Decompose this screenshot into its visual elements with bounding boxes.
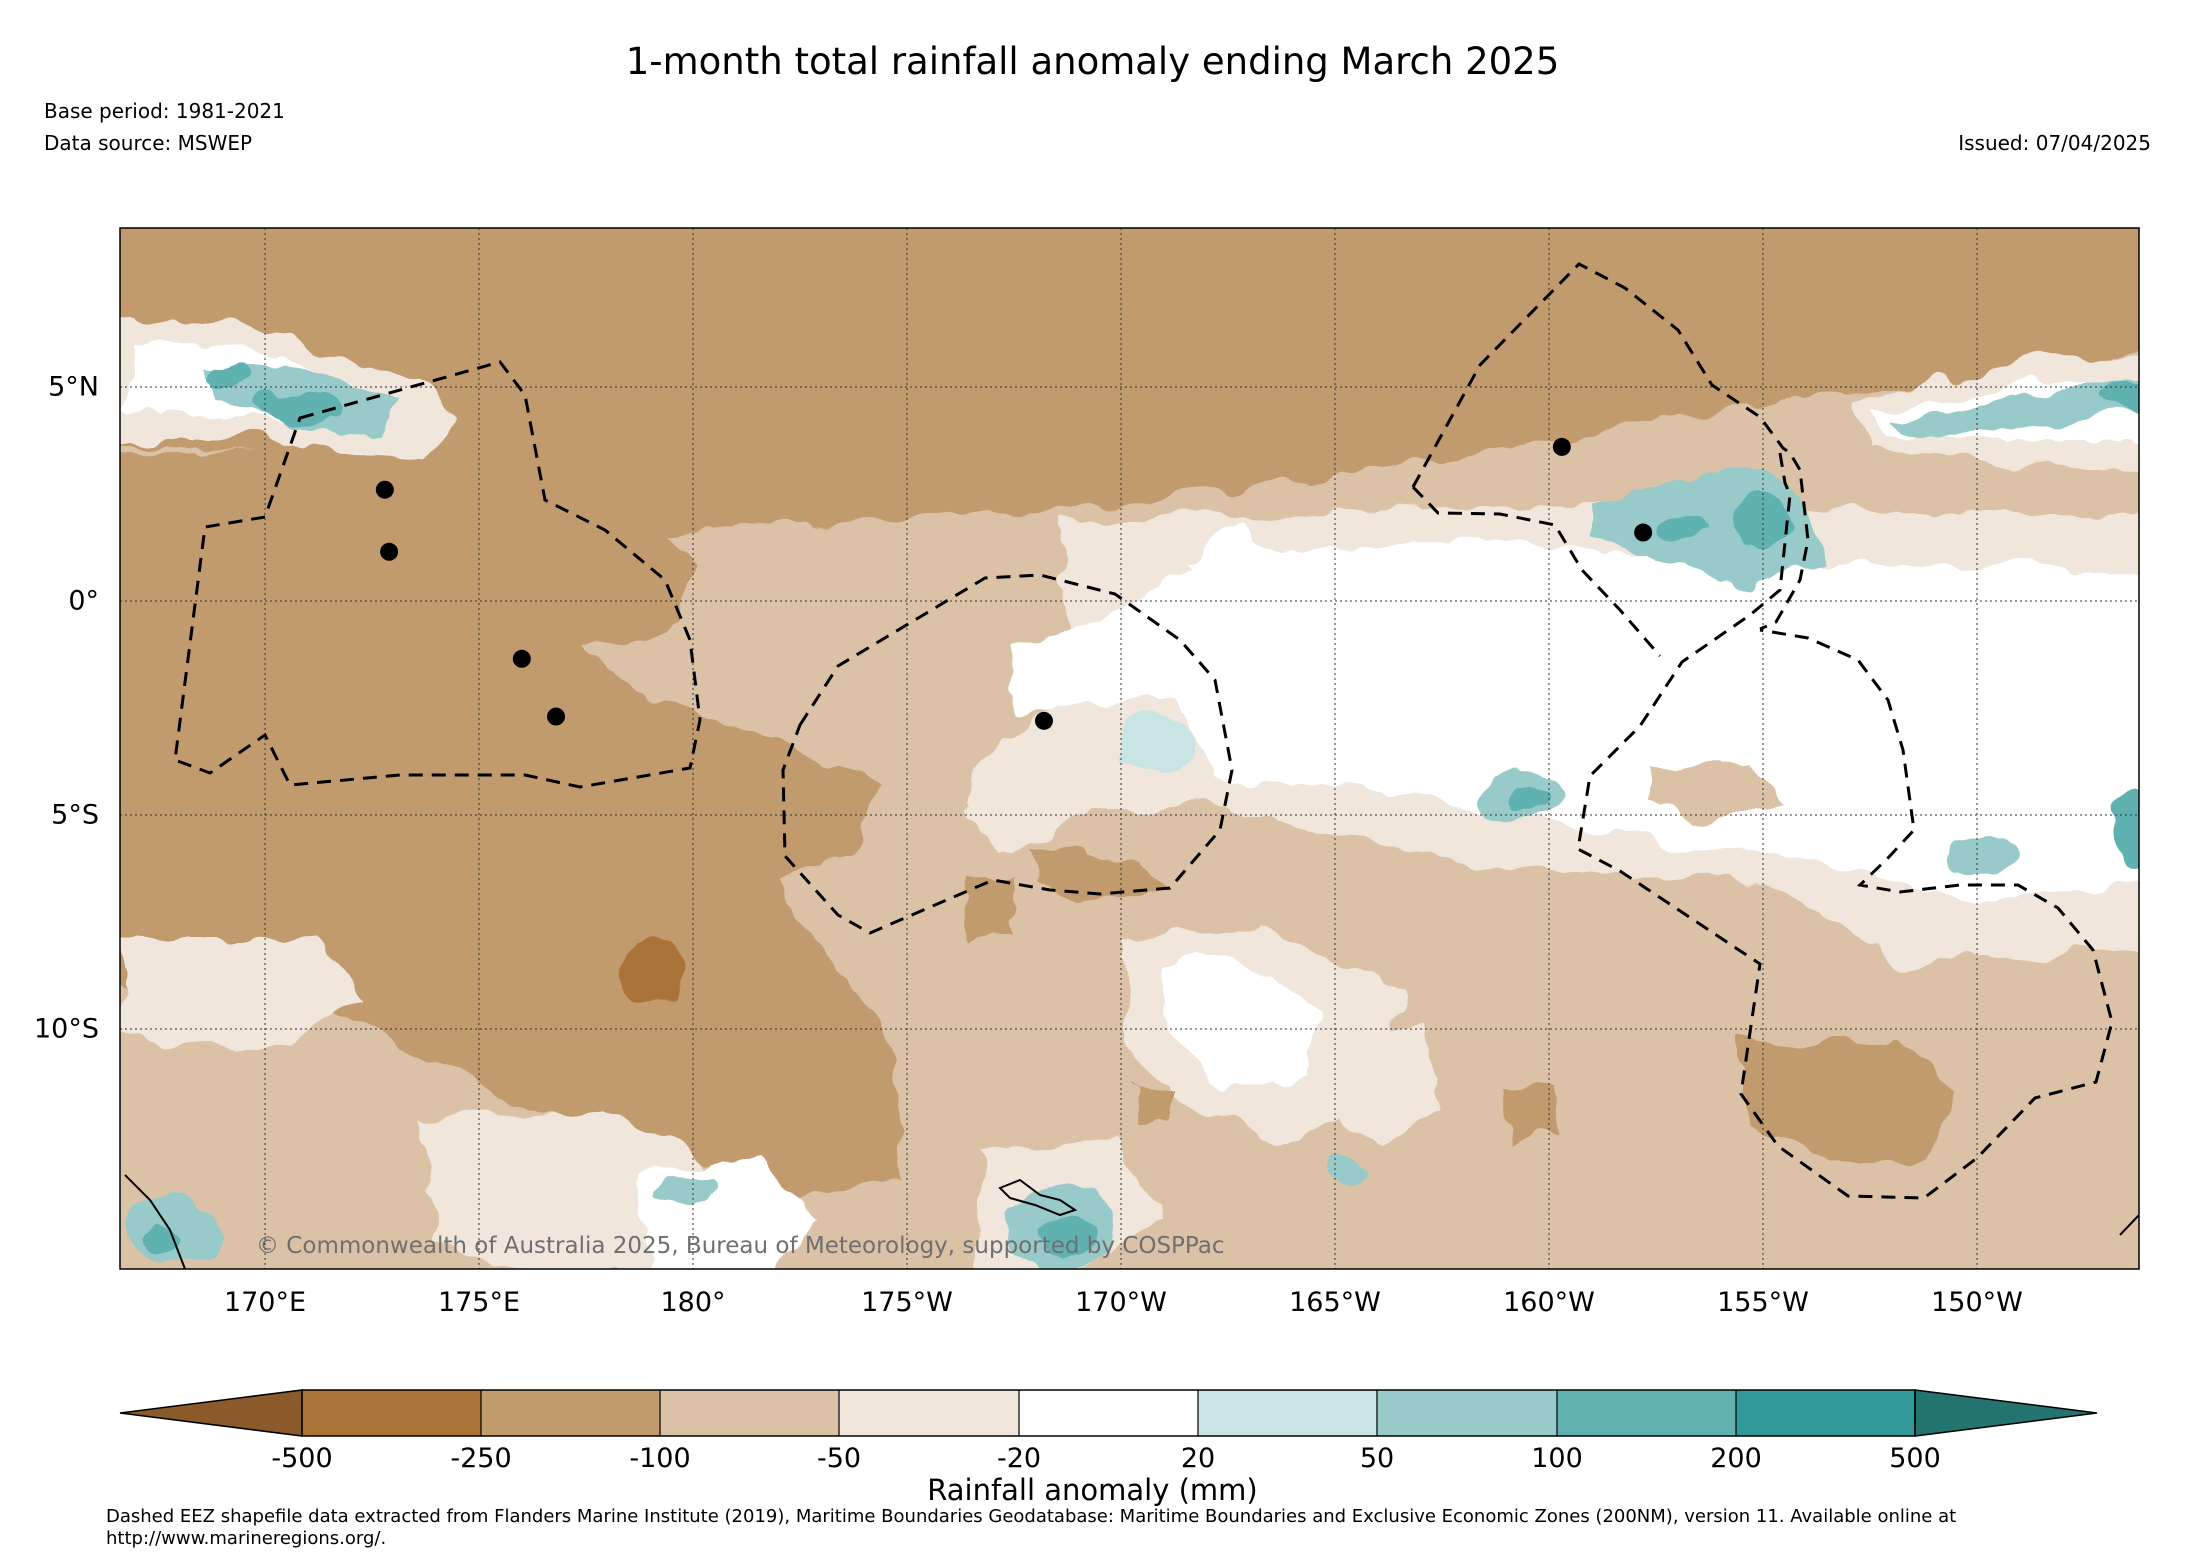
map-title: 1-month total rainfall anomaly ending Ma… [625, 40, 1560, 83]
colorbar-bin-3 [660, 1390, 839, 1436]
lon-label-175e: 175°E [437, 1287, 521, 1318]
colorbar-low-extend [119, 1389, 303, 1437]
island-marker [1634, 523, 1653, 542]
colorbar-tick: -100 [629, 1443, 691, 1474]
eez-kiribati-phoenix [781, 573, 1234, 935]
lon-label-155w: 155°W [1717, 1287, 1809, 1318]
lon-label-150w: 150°W [1931, 1287, 2023, 1318]
colorbar-bin-5 [1019, 1390, 1198, 1436]
island-markers [375, 437, 1653, 730]
colorbar [119, 1389, 2098, 1437]
colorbar-bin-1 [302, 1390, 481, 1436]
colorbar-bin-2 [481, 1390, 660, 1436]
island-marker [1552, 437, 1571, 456]
island-marker [375, 480, 394, 499]
eez-kiribati-line-central [1411, 485, 1662, 657]
coastlines [124, 1174, 2140, 1270]
eez-kiribati-line-north [1411, 262, 1810, 631]
colorbar-tick: 200 [1710, 1443, 1762, 1474]
colorbar-tick: -50 [816, 1443, 862, 1474]
base-period: Base period: 1981-2021 [44, 99, 285, 123]
eez-kiribati-line-south [1576, 452, 2114, 1200]
rainfall-anomaly-field [120, 228, 2139, 1269]
colorbar-bin-8 [1557, 1390, 1736, 1436]
island-marker [380, 542, 399, 561]
colorbar-tick: -20 [996, 1443, 1042, 1474]
eez-boundaries [173, 262, 2114, 1200]
colorbar-tick: 20 [1180, 1443, 1216, 1474]
lon-label-165w: 165°W [1289, 1287, 1381, 1318]
colorbar-tick: -500 [271, 1443, 333, 1474]
lon-label-170w: 170°W [1075, 1287, 1167, 1318]
lat-label-10s: 10°S [34, 1013, 99, 1045]
colorbar-tick: 100 [1531, 1443, 1583, 1474]
data-source: Data source: MSWEP [44, 131, 253, 155]
island-marker [547, 707, 566, 726]
eez-kiribati-gilbert [173, 360, 702, 789]
island-marker [1034, 711, 1053, 730]
lat-label-5s: 5°S [51, 799, 99, 831]
colorbar-bin-7 [1377, 1390, 1557, 1436]
colorbar-tick: 500 [1889, 1443, 1941, 1474]
lat-label-0: 0° [68, 585, 99, 617]
issued-date: Issued: 07/04/2025 [1958, 131, 2151, 155]
lon-label-180: 180° [660, 1287, 726, 1318]
colorbar-bin-6 [1198, 1390, 1377, 1436]
footnote: Dashed EEZ shapefile data extracted from… [106, 1506, 1957, 1549]
colorbar-label: Rainfall anomaly (mm) [927, 1473, 1258, 1507]
copyright-notice: © Commonwealth of Australia 2025, Bureau… [256, 1233, 1225, 1259]
colorbar-bin-4 [839, 1390, 1019, 1436]
colorbar-tick: 50 [1359, 1443, 1395, 1474]
lon-label-175w: 175°W [861, 1287, 953, 1318]
colorbar-tick: -250 [450, 1443, 512, 1474]
island-marker [512, 649, 531, 668]
lon-label-160w: 160°W [1503, 1287, 1595, 1318]
colorbar-high-extend [1914, 1389, 2098, 1437]
lon-label-170e: 170°E [223, 1287, 307, 1318]
lat-label-5n: 5°N [48, 371, 99, 403]
colorbar-bin-9 [1736, 1390, 1915, 1436]
map-frame [119, 227, 2140, 1270]
